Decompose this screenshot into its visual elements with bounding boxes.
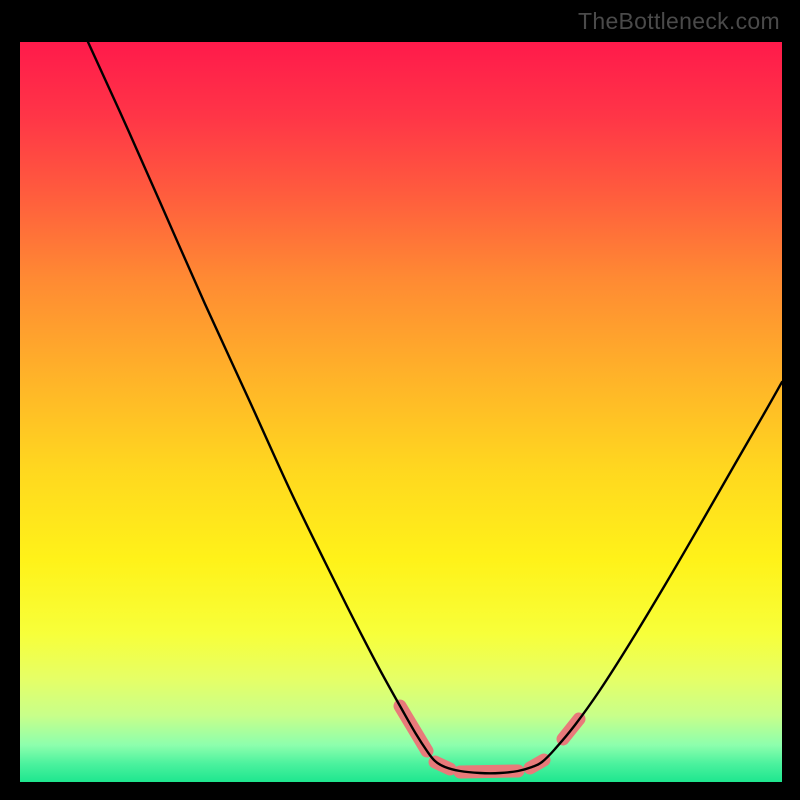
bottleneck-curve xyxy=(88,42,782,773)
accent-segments xyxy=(400,706,579,772)
plot-area xyxy=(20,42,782,782)
curve-svg xyxy=(20,42,782,782)
watermark-text: TheBottleneck.com xyxy=(578,8,780,35)
